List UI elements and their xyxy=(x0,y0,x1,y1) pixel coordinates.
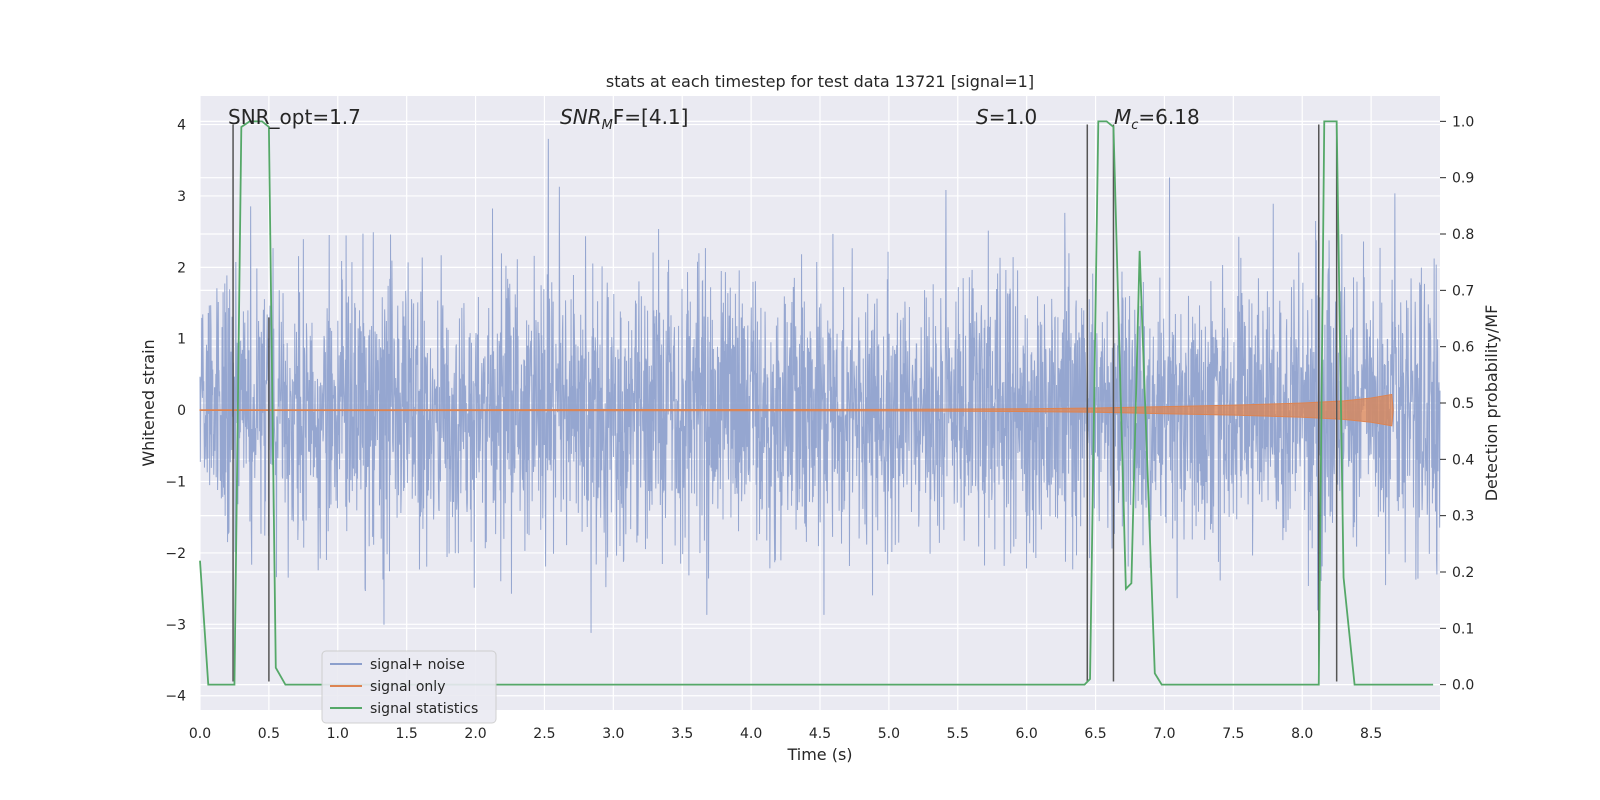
y-right-tick-label: 0.0 xyxy=(1452,678,1474,694)
x-tick-label: 3.5 xyxy=(671,726,693,742)
x-tick-label: 1.0 xyxy=(327,726,349,742)
y-left-tick-label: 1 xyxy=(177,332,186,348)
x-tick-label: 6.5 xyxy=(1084,726,1106,742)
y-left-tick-label: −2 xyxy=(165,546,186,562)
x-tick-label: 1.5 xyxy=(396,726,418,742)
y-left-axis-ticks: −4 −3 −2 −1 0 1 2 3 4 xyxy=(165,118,186,705)
chart-title: stats at each timestep for test data 137… xyxy=(606,72,1034,91)
legend-box xyxy=(321,650,497,724)
x-tick-label: 6.0 xyxy=(1016,726,1038,742)
y-right-axis-label: Detection probability/MF xyxy=(1482,305,1501,502)
event-markers xyxy=(232,124,1338,682)
y-left-tick-label: −3 xyxy=(165,617,186,633)
noise-trace xyxy=(199,138,1441,633)
y-left-axis-label: Whitened strain xyxy=(139,339,158,466)
y-right-tick-label: 0.5 xyxy=(1452,396,1474,412)
x-axis-label: Time (s) xyxy=(786,745,852,764)
noise-series xyxy=(199,138,1441,633)
mc-value: =6.18 xyxy=(1138,105,1199,129)
y-right-tick-label: 0.8 xyxy=(1452,227,1474,243)
y-left-tick-label: 4 xyxy=(177,118,186,134)
legend-entry-signal: signal only xyxy=(370,679,445,695)
y-right-tick-label: 1.0 xyxy=(1452,114,1474,130)
y-left-tick-label: 3 xyxy=(177,189,186,205)
x-tick-label: 2.0 xyxy=(464,726,486,742)
statistics-trace xyxy=(199,120,1434,686)
y-right-tick-label: 0.2 xyxy=(1452,565,1474,581)
legend: signal+ noise signal only signal statist… xyxy=(321,650,497,724)
mc-subscript: c xyxy=(1131,118,1138,133)
snr-mf-annotation: SNRMF=[4.1] xyxy=(560,105,688,133)
x-tick-label: 0.0 xyxy=(189,726,211,742)
statistics-series xyxy=(199,120,1434,686)
x-tick-label: 4.5 xyxy=(809,726,831,742)
x-axis-ticks: 0.0 0.5 1.0 1.5 2.0 2.5 3.0 3.5 4.0 4.5 5.0 5.5 6.0 6… xyxy=(189,726,1382,742)
y-right-tick-label: 0.7 xyxy=(1452,283,1474,299)
s-label: S xyxy=(976,105,989,129)
y-right-tick-label: 0.6 xyxy=(1452,340,1474,356)
x-tick-label: 7.0 xyxy=(1153,726,1175,742)
snr-mf-subscript: M xyxy=(602,118,613,133)
y-right-tick-label: 0.3 xyxy=(1452,509,1474,525)
x-tick-label: 5.0 xyxy=(878,726,900,742)
y-left-tick-label: −1 xyxy=(165,475,186,491)
legend-entry-statistics: signal statistics xyxy=(370,701,478,717)
x-tick-label: 8.0 xyxy=(1291,726,1313,742)
x-tick-label: 7.5 xyxy=(1222,726,1244,742)
mc-annotation: Mc=6.18 xyxy=(1114,105,1200,133)
snr-mf-label: SNR xyxy=(560,105,602,129)
y-left-tick-label: 2 xyxy=(177,260,186,276)
signal-series xyxy=(199,393,1394,427)
snr-mf-value: F=[4.1] xyxy=(613,105,689,129)
s-annotation: S=1.0 xyxy=(976,105,1037,129)
x-tick-label: 2.5 xyxy=(533,726,555,742)
legend-entry-noise: signal+ noise xyxy=(370,657,465,673)
y-left-tick-label: −4 xyxy=(165,689,186,705)
y-right-axis-ticks: 0.0 0.1 0.2 0.3 0.4 0.5 0.6 0.7 0.8 0.9 1.0 xyxy=(1440,114,1474,694)
x-tick-label: 5.5 xyxy=(947,726,969,742)
x-tick-label: 8.5 xyxy=(1360,726,1382,742)
mc-label: M xyxy=(1114,105,1131,129)
x-tick-label: 0.5 xyxy=(258,726,280,742)
y-right-tick-label: 0.4 xyxy=(1452,452,1474,468)
signal-envelope xyxy=(199,393,1394,427)
y-left-tick-label: 0 xyxy=(177,403,186,419)
x-tick-label: 3.0 xyxy=(602,726,624,742)
y-right-tick-label: 0.1 xyxy=(1452,621,1474,637)
y-right-tick-label: 0.9 xyxy=(1452,171,1474,187)
snr-opt-annotation: SNR_opt=1.7 xyxy=(228,105,361,129)
x-tick-label: 4.0 xyxy=(740,726,762,742)
s-value: =1.0 xyxy=(989,105,1038,129)
